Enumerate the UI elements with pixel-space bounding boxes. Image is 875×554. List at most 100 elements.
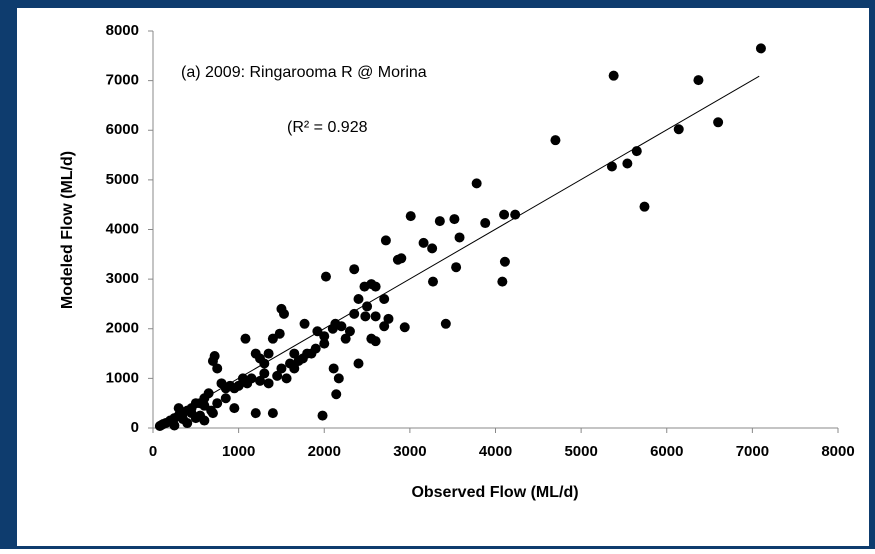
point: [319, 338, 330, 349]
point: [510, 209, 521, 220]
point: [229, 403, 240, 414]
point: [259, 368, 270, 379]
x-axis-title: Observed Flow (ML/d): [411, 484, 578, 501]
point: [370, 311, 381, 322]
point: [310, 343, 321, 354]
x-tick-label: 2000: [308, 443, 341, 460]
point: [255, 375, 266, 386]
point: [279, 308, 290, 319]
panel: [17, 8, 869, 546]
point: [480, 218, 491, 229]
point: [454, 232, 465, 243]
point: [380, 235, 391, 246]
point: [608, 70, 619, 81]
point: [399, 322, 410, 333]
point: [497, 276, 508, 287]
point: [169, 420, 180, 431]
point: [173, 403, 184, 414]
point: [319, 331, 330, 342]
point: [186, 408, 197, 419]
point: [379, 293, 390, 304]
point: [276, 363, 287, 374]
point: [263, 348, 274, 359]
point: [250, 408, 261, 419]
point: [353, 293, 364, 304]
point: [299, 318, 310, 329]
point: [246, 373, 257, 384]
point: [606, 161, 617, 172]
point: [550, 135, 561, 146]
y-tick-label: 5000: [106, 171, 139, 188]
x-tick-label: 1000: [222, 443, 255, 460]
point: [451, 262, 462, 273]
point: [360, 311, 371, 322]
trendline: [157, 75, 760, 426]
point: [267, 333, 278, 344]
point: [673, 124, 684, 135]
point: [434, 216, 445, 227]
point: [272, 370, 283, 381]
point: [229, 383, 240, 394]
point: [331, 389, 342, 400]
point: [220, 393, 231, 404]
point: [631, 146, 642, 157]
point: [154, 421, 165, 432]
point: [693, 75, 704, 86]
point: [267, 408, 278, 419]
point: [349, 308, 360, 319]
point: [713, 117, 724, 128]
point: [622, 158, 633, 169]
point: [349, 264, 360, 275]
point: [340, 333, 351, 344]
point: [216, 378, 227, 389]
x-tick-label: 5000: [564, 443, 597, 460]
point: [320, 271, 331, 282]
point: [499, 256, 510, 267]
point: [195, 410, 206, 421]
point: [328, 363, 339, 374]
point: [370, 336, 381, 347]
point: [405, 211, 416, 222]
point: [440, 318, 451, 329]
point: [317, 410, 328, 421]
point: [263, 378, 274, 389]
point: [418, 237, 429, 248]
y-tick-label: 2000: [106, 320, 139, 337]
point: [639, 201, 650, 212]
x-tick-label: 4000: [479, 443, 512, 460]
point: [344, 326, 355, 337]
point: [212, 363, 223, 374]
y-tick-label: 3000: [106, 270, 139, 287]
x-tick-label: 8000: [821, 443, 854, 460]
point: [207, 356, 218, 367]
point: [212, 398, 223, 409]
point: [427, 276, 438, 287]
point: [396, 253, 407, 264]
y-tick-label: 6000: [106, 121, 139, 138]
point: [353, 358, 364, 369]
annotation: (a) 2009: Ringarooma R @ Morina: [181, 64, 427, 81]
r2-label: (R² = 0.928: [287, 119, 368, 136]
point: [379, 321, 390, 332]
point: [427, 243, 438, 254]
point: [281, 373, 292, 384]
y-tick-label: 7000: [106, 72, 139, 89]
x-tick-label: 3000: [393, 443, 426, 460]
x-tick-label: 6000: [650, 443, 683, 460]
point: [333, 373, 344, 384]
point: [250, 348, 261, 359]
point: [383, 313, 394, 324]
x-tick-label: 7000: [736, 443, 769, 460]
point: [362, 301, 373, 312]
point: [293, 356, 304, 367]
point: [302, 348, 313, 359]
point: [449, 214, 460, 225]
y-tick-label: 0: [131, 419, 139, 436]
point: [240, 333, 251, 344]
x-tick-label: 0: [149, 443, 157, 460]
y-tick-label: 1000: [106, 369, 139, 386]
point: [755, 43, 766, 54]
point: [327, 323, 338, 334]
point: [199, 400, 210, 411]
